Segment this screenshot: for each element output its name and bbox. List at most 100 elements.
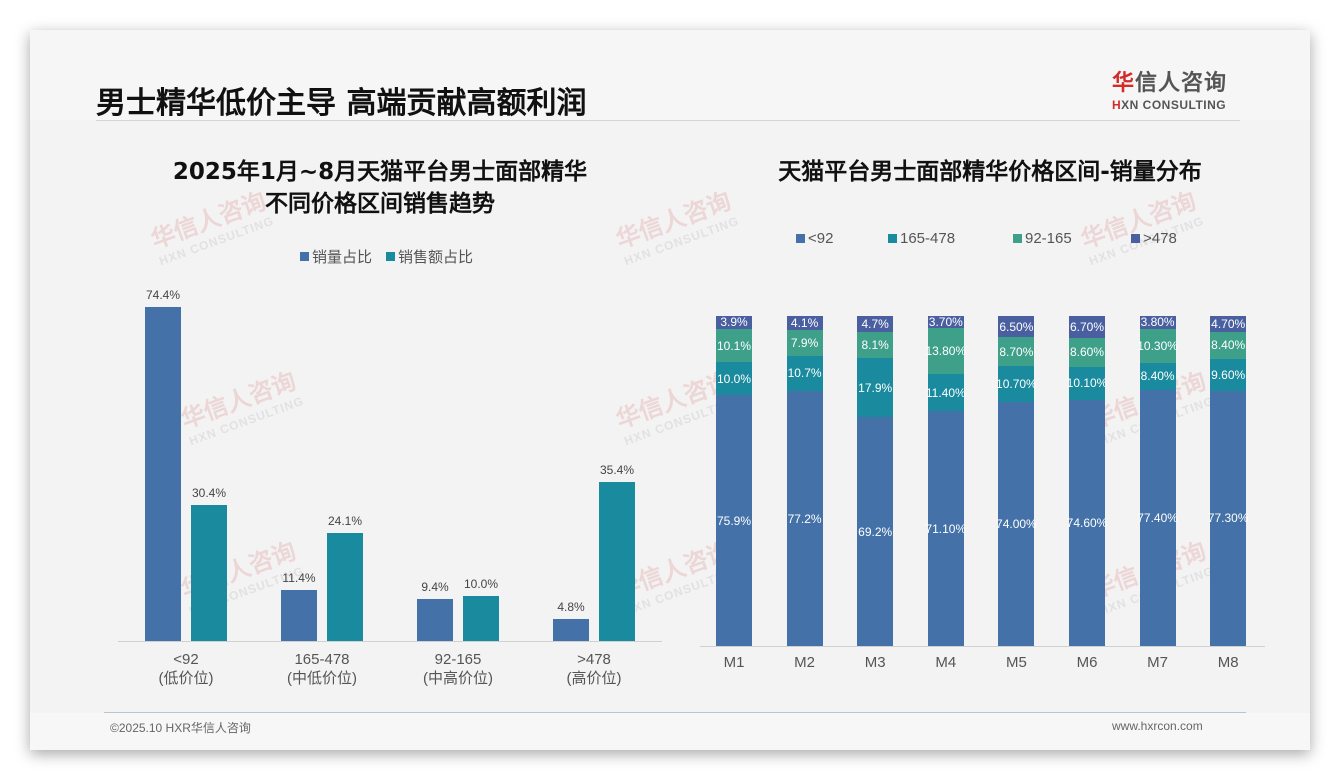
bar-value-label: 9.4% <box>421 579 449 594</box>
segment-value-label: 10.7% <box>787 366 822 381</box>
legend-item: <92 <box>796 230 833 247</box>
stacked-bar: 71.10% 11.40% 13.80% 3.70% <box>925 315 966 646</box>
bar-segment-92-165 <box>1139 328 1176 363</box>
legend-label: 92-165 <box>1025 230 1072 247</box>
category-sublabel: (中高价位) <box>423 670 493 687</box>
legend-label: 销量占比 <box>312 249 373 266</box>
footer-band <box>30 713 1310 750</box>
legend-swatch-icon <box>1131 234 1140 243</box>
bar-segment-165-478 <box>1210 359 1247 391</box>
stacked-bar: 75.9% 10.0% 10.1% 3.9% <box>716 315 752 646</box>
bar-segment-92-165 <box>1069 338 1105 367</box>
segment-value-label: 8.40% <box>1211 338 1246 353</box>
category-name: 92-165 <box>434 651 482 668</box>
bar-segment-lt92 <box>857 417 894 646</box>
segment-value-label: 8.70% <box>999 344 1034 359</box>
legend-label: 165-478 <box>900 230 956 247</box>
logo-cn-text: 信人咨询 <box>1135 71 1228 96</box>
legend-swatch-icon <box>386 252 396 261</box>
bar-segment-gt478 <box>857 316 894 332</box>
month-label: M1 <box>723 654 745 671</box>
bar-segment-gt478 <box>998 316 1035 338</box>
category-sublabel: (低价位) <box>158 670 214 687</box>
segment-value-label: 69.2% <box>858 524 893 539</box>
segment-value-label: 3.80% <box>1140 315 1175 330</box>
bar-value-label: 35.4% <box>599 463 635 478</box>
segment-value-label: 3.9% <box>720 315 748 330</box>
legend-label: <92 <box>808 230 834 247</box>
segment-value-label: 10.10% <box>1066 376 1108 391</box>
segment-value-label: 4.70% <box>1211 316 1246 331</box>
title-band <box>30 30 1310 120</box>
bar-segment-92-165 <box>786 329 823 356</box>
bar-segment-165-478 <box>857 358 894 418</box>
bar-segment-lt92 <box>927 411 964 646</box>
bar-segment-165-478 <box>786 355 823 391</box>
logo-cn: 华信人咨询 <box>1112 65 1242 97</box>
footer-copyright: ©2025.10 HXR华信人咨询 <box>110 721 251 735</box>
bar-segment-lt92 <box>998 401 1035 646</box>
segment-value-label: 11.40% <box>925 385 966 400</box>
category-name: >478 <box>577 651 611 668</box>
right-chart-title: 天猫平台男士面部精华价格区间-销量分布 <box>778 159 1202 185</box>
bar-value-label: 24.1% <box>327 513 363 528</box>
segment-value-label: 74.00% <box>996 516 1037 531</box>
category-label: <92 (低价位) <box>126 650 246 688</box>
stacked-bar: 74.00% 10.70% 8.70% 6.50% <box>996 316 1037 646</box>
category-sublabel: (高价位) <box>566 670 622 687</box>
logo-en-accent: H <box>1112 98 1122 112</box>
month-label: M7 <box>1147 654 1169 671</box>
category-label: 165-478 (中低价位) <box>262 650 382 688</box>
bar-sales-volume <box>553 619 589 641</box>
bar-segment-92-165 <box>857 331 894 359</box>
bar-segment-92-165 <box>1210 331 1247 360</box>
legend-swatch-icon <box>300 252 309 261</box>
footer-website: www.hxrcon.com <box>1112 719 1203 733</box>
stacked-bar: 74.60% 10.10% 8.60% 6.70% <box>1067 316 1107 646</box>
bar-segment-165-478 <box>927 373 964 412</box>
x-axis-line <box>700 646 1265 647</box>
title-divider <box>96 120 1240 121</box>
bar-segment-gt478 <box>1069 316 1105 339</box>
bar-segment-92-165 <box>998 337 1035 367</box>
legend-item: 92-165 <box>1013 230 1072 247</box>
bar-value-label: 4.8% <box>557 600 585 615</box>
bar-segment-gt478 <box>716 316 752 329</box>
bar-segment-lt92 <box>1069 399 1105 646</box>
bar-segment-165-478 <box>1069 366 1105 400</box>
watermark-en: HXN CONSULTING <box>622 213 741 269</box>
page-title: 男士精华低价主导 高端贡献高额利润 <box>96 86 587 121</box>
left-chart-title: 2025年1月~8月天猫平台男士面部精华 不同价格区间销售趋势 <box>120 156 640 220</box>
legend-item: 销量占比 <box>300 246 372 267</box>
segment-value-label: 4.7% <box>861 316 889 331</box>
left-chart-title-line2: 不同价格区间销售趋势 <box>265 191 495 217</box>
segment-value-label: 71.10% <box>925 521 967 536</box>
left-chart-legend: 销量占比 销售额占比 <box>300 246 473 267</box>
legend-label: >478 <box>1143 230 1177 247</box>
segment-value-label: 6.70% <box>1069 320 1105 335</box>
bar-value-label: 30.4% <box>191 485 227 500</box>
slide: 男士精华低价主导 高端贡献高额利润 华信人咨询 HXN CONSULTING 华… <box>30 30 1310 750</box>
stacked-bar: 77.40% 8.40% 10.30% 3.80% <box>1137 315 1178 646</box>
month-label: M5 <box>1005 654 1027 671</box>
month-label: M4 <box>935 654 957 671</box>
company-logo: 华信人咨询 HXN CONSULTING <box>1112 65 1242 112</box>
bar-segment-lt92 <box>716 395 752 646</box>
bar-value-label: 10.0% <box>463 577 499 592</box>
segment-value-label: 3.70% <box>928 315 963 330</box>
bar-value-label: 11.4% <box>282 570 316 585</box>
watermark-en: HXN CONSULTING <box>157 213 276 269</box>
segment-value-label: 8.1% <box>861 337 889 352</box>
segment-value-label: 74.60% <box>1066 515 1108 530</box>
bar-segment-92-165 <box>716 328 752 363</box>
bar-segment-gt478 <box>1210 316 1247 332</box>
legend-swatch-icon <box>796 234 805 243</box>
category-label: 92-165 (中高价位) <box>398 650 518 688</box>
segment-value-label: 77.30% <box>1207 511 1249 526</box>
segment-value-label: 4.1% <box>790 315 819 330</box>
segment-value-label: 13.80% <box>925 343 967 358</box>
bar-segment-gt478 <box>786 316 823 330</box>
bar-segment-lt92 <box>786 391 823 646</box>
stacked-bar: 69.2% 17.9% 8.1% 4.7% <box>857 316 894 646</box>
month-label: M8 <box>1217 654 1239 671</box>
